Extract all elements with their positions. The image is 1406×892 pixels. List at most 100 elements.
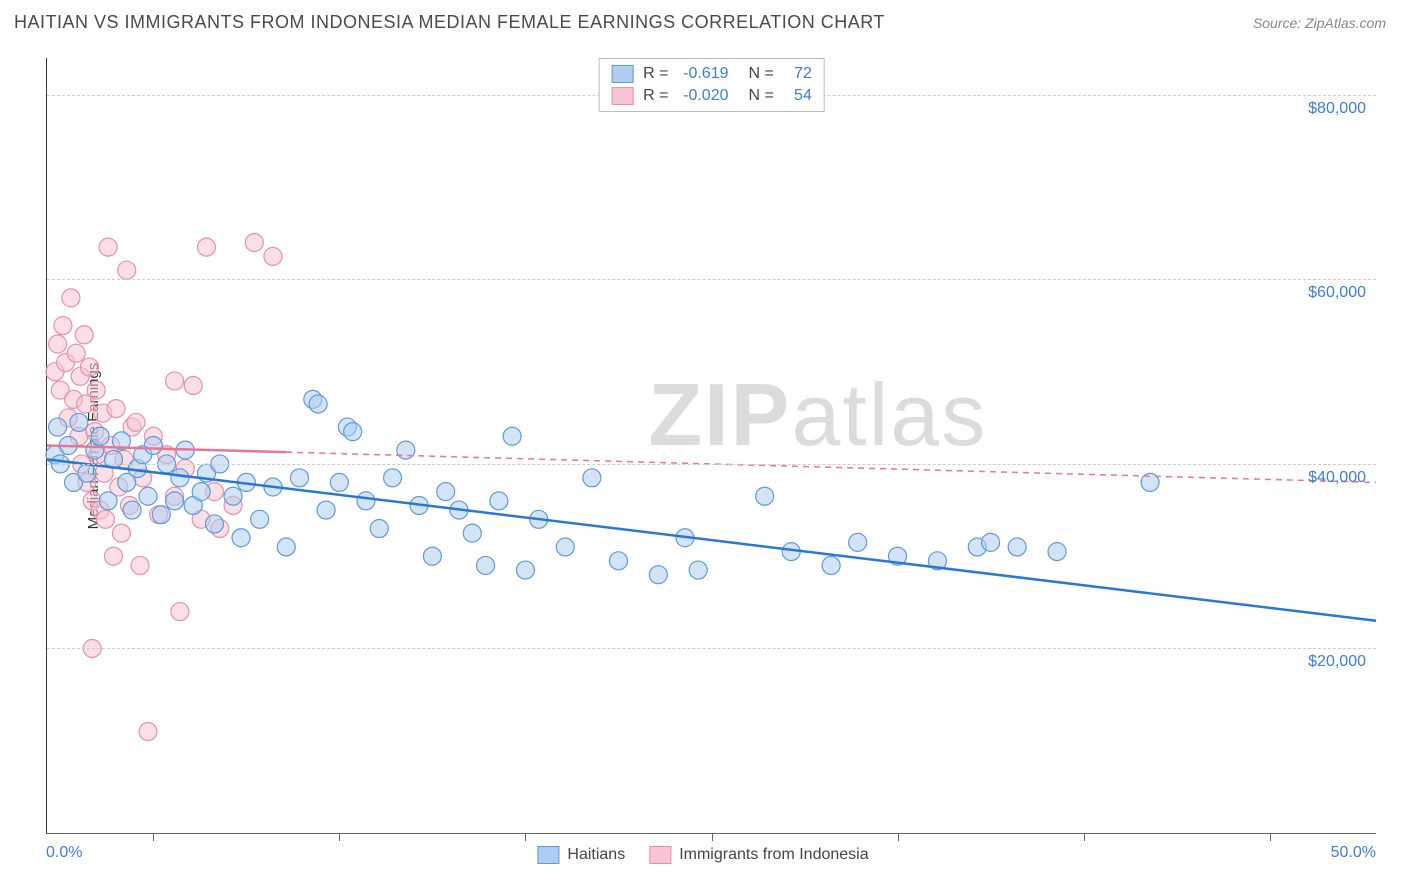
scatter-point — [264, 247, 282, 265]
scatter-point — [490, 492, 508, 510]
scatter-point — [317, 501, 335, 519]
source-attribution: Source: ZipAtlas.com — [1253, 15, 1386, 31]
x-tick — [1084, 833, 1085, 841]
n-label: N = — [749, 87, 774, 105]
scatter-point — [277, 538, 295, 556]
scatter-point — [689, 561, 707, 579]
correlation-legend-row: R = -0.619 N = 72 — [611, 63, 812, 85]
scatter-point — [649, 566, 667, 584]
scatter-point — [370, 520, 388, 538]
scatter-point — [849, 533, 867, 551]
plot-svg — [47, 58, 1376, 833]
scatter-point — [49, 418, 67, 436]
gridline — [47, 279, 1376, 280]
scatter-point — [197, 238, 215, 256]
x-axis-max-label: 50.0% — [1331, 844, 1376, 862]
series-legend-label: Haitians — [567, 846, 625, 864]
scatter-point — [54, 317, 72, 335]
scatter-point — [107, 400, 125, 418]
scatter-point — [477, 556, 495, 574]
scatter-point — [81, 358, 99, 376]
scatter-point — [245, 234, 263, 252]
r-label: R = — [643, 65, 668, 83]
legend-swatch — [611, 87, 633, 105]
scatter-point — [99, 492, 117, 510]
legend-swatch — [649, 846, 671, 864]
r-value: -0.619 — [679, 65, 729, 83]
scatter-point — [123, 501, 141, 519]
scatter-point — [384, 469, 402, 487]
chart-plot-area: ZIPatlas R =-0.619N =72R =-0.020N =54 $2… — [46, 58, 1376, 834]
scatter-point — [139, 723, 157, 741]
scatter-point — [344, 423, 362, 441]
scatter-point — [171, 603, 189, 621]
series-legend: Haitians Immigrants from Indonesia — [537, 846, 868, 864]
y-tick-label: $60,000 — [1302, 284, 1366, 302]
scatter-point — [423, 547, 441, 565]
x-tick — [525, 833, 526, 841]
scatter-point — [166, 492, 184, 510]
correlation-legend: R =-0.619N =72R =-0.020N =54 — [598, 58, 825, 112]
x-tick — [1270, 833, 1271, 841]
gridline — [47, 648, 1376, 649]
chart-title: HAITIAN VS IMMIGRANTS FROM INDONESIA MED… — [14, 12, 885, 33]
scatter-point — [62, 289, 80, 307]
source-name: ZipAtlas.com — [1305, 15, 1386, 31]
legend-swatch — [611, 65, 633, 83]
series-legend-label: Immigrants from Indonesia — [679, 846, 868, 864]
scatter-point — [171, 469, 189, 487]
scatter-point — [70, 413, 88, 431]
scatter-point — [357, 492, 375, 510]
y-tick-label: $20,000 — [1302, 653, 1366, 671]
scatter-point — [118, 261, 136, 279]
source-prefix: Source: — [1253, 15, 1305, 31]
y-tick-label: $80,000 — [1302, 100, 1366, 118]
scatter-point — [232, 529, 250, 547]
r-label: R = — [643, 87, 668, 105]
correlation-legend-row: R =-0.020N =54 — [611, 85, 812, 107]
scatter-point — [397, 441, 415, 459]
scatter-point — [822, 556, 840, 574]
scatter-point — [144, 437, 162, 455]
scatter-point — [503, 427, 521, 445]
scatter-point — [127, 413, 145, 431]
x-tick — [153, 833, 154, 841]
scatter-point — [75, 326, 93, 344]
scatter-point — [224, 487, 242, 505]
r-value: -0.020 — [679, 87, 729, 105]
scatter-point — [251, 510, 269, 528]
x-tick — [898, 833, 899, 841]
scatter-point — [166, 372, 184, 390]
scatter-point — [330, 473, 348, 491]
series-legend-item: Haitians — [537, 846, 625, 864]
scatter-point — [516, 561, 534, 579]
scatter-point — [309, 395, 327, 413]
scatter-point — [184, 377, 202, 395]
chart-header: HAITIAN VS IMMIGRANTS FROM INDONESIA MED… — [14, 12, 1386, 33]
scatter-point — [67, 344, 85, 362]
legend-swatch — [537, 846, 559, 864]
n-value: 72 — [784, 65, 812, 83]
scatter-point — [96, 510, 114, 528]
scatter-point — [463, 524, 481, 542]
x-tick — [339, 833, 340, 841]
scatter-point — [1048, 543, 1066, 561]
scatter-point — [78, 464, 96, 482]
scatter-point — [91, 427, 109, 445]
scatter-point — [609, 552, 627, 570]
x-tick — [712, 833, 713, 841]
scatter-point — [49, 335, 67, 353]
scatter-point — [192, 483, 210, 501]
x-axis-min-label: 0.0% — [46, 844, 82, 862]
scatter-point — [139, 487, 157, 505]
scatter-point — [131, 556, 149, 574]
series-legend-item: Immigrants from Indonesia — [649, 846, 868, 864]
scatter-point — [112, 524, 130, 542]
scatter-point — [556, 538, 574, 556]
scatter-point — [205, 515, 223, 533]
scatter-point — [982, 533, 1000, 551]
scatter-point — [152, 506, 170, 524]
scatter-point — [104, 547, 122, 565]
scatter-point — [99, 238, 117, 256]
n-label: N = — [749, 65, 774, 83]
